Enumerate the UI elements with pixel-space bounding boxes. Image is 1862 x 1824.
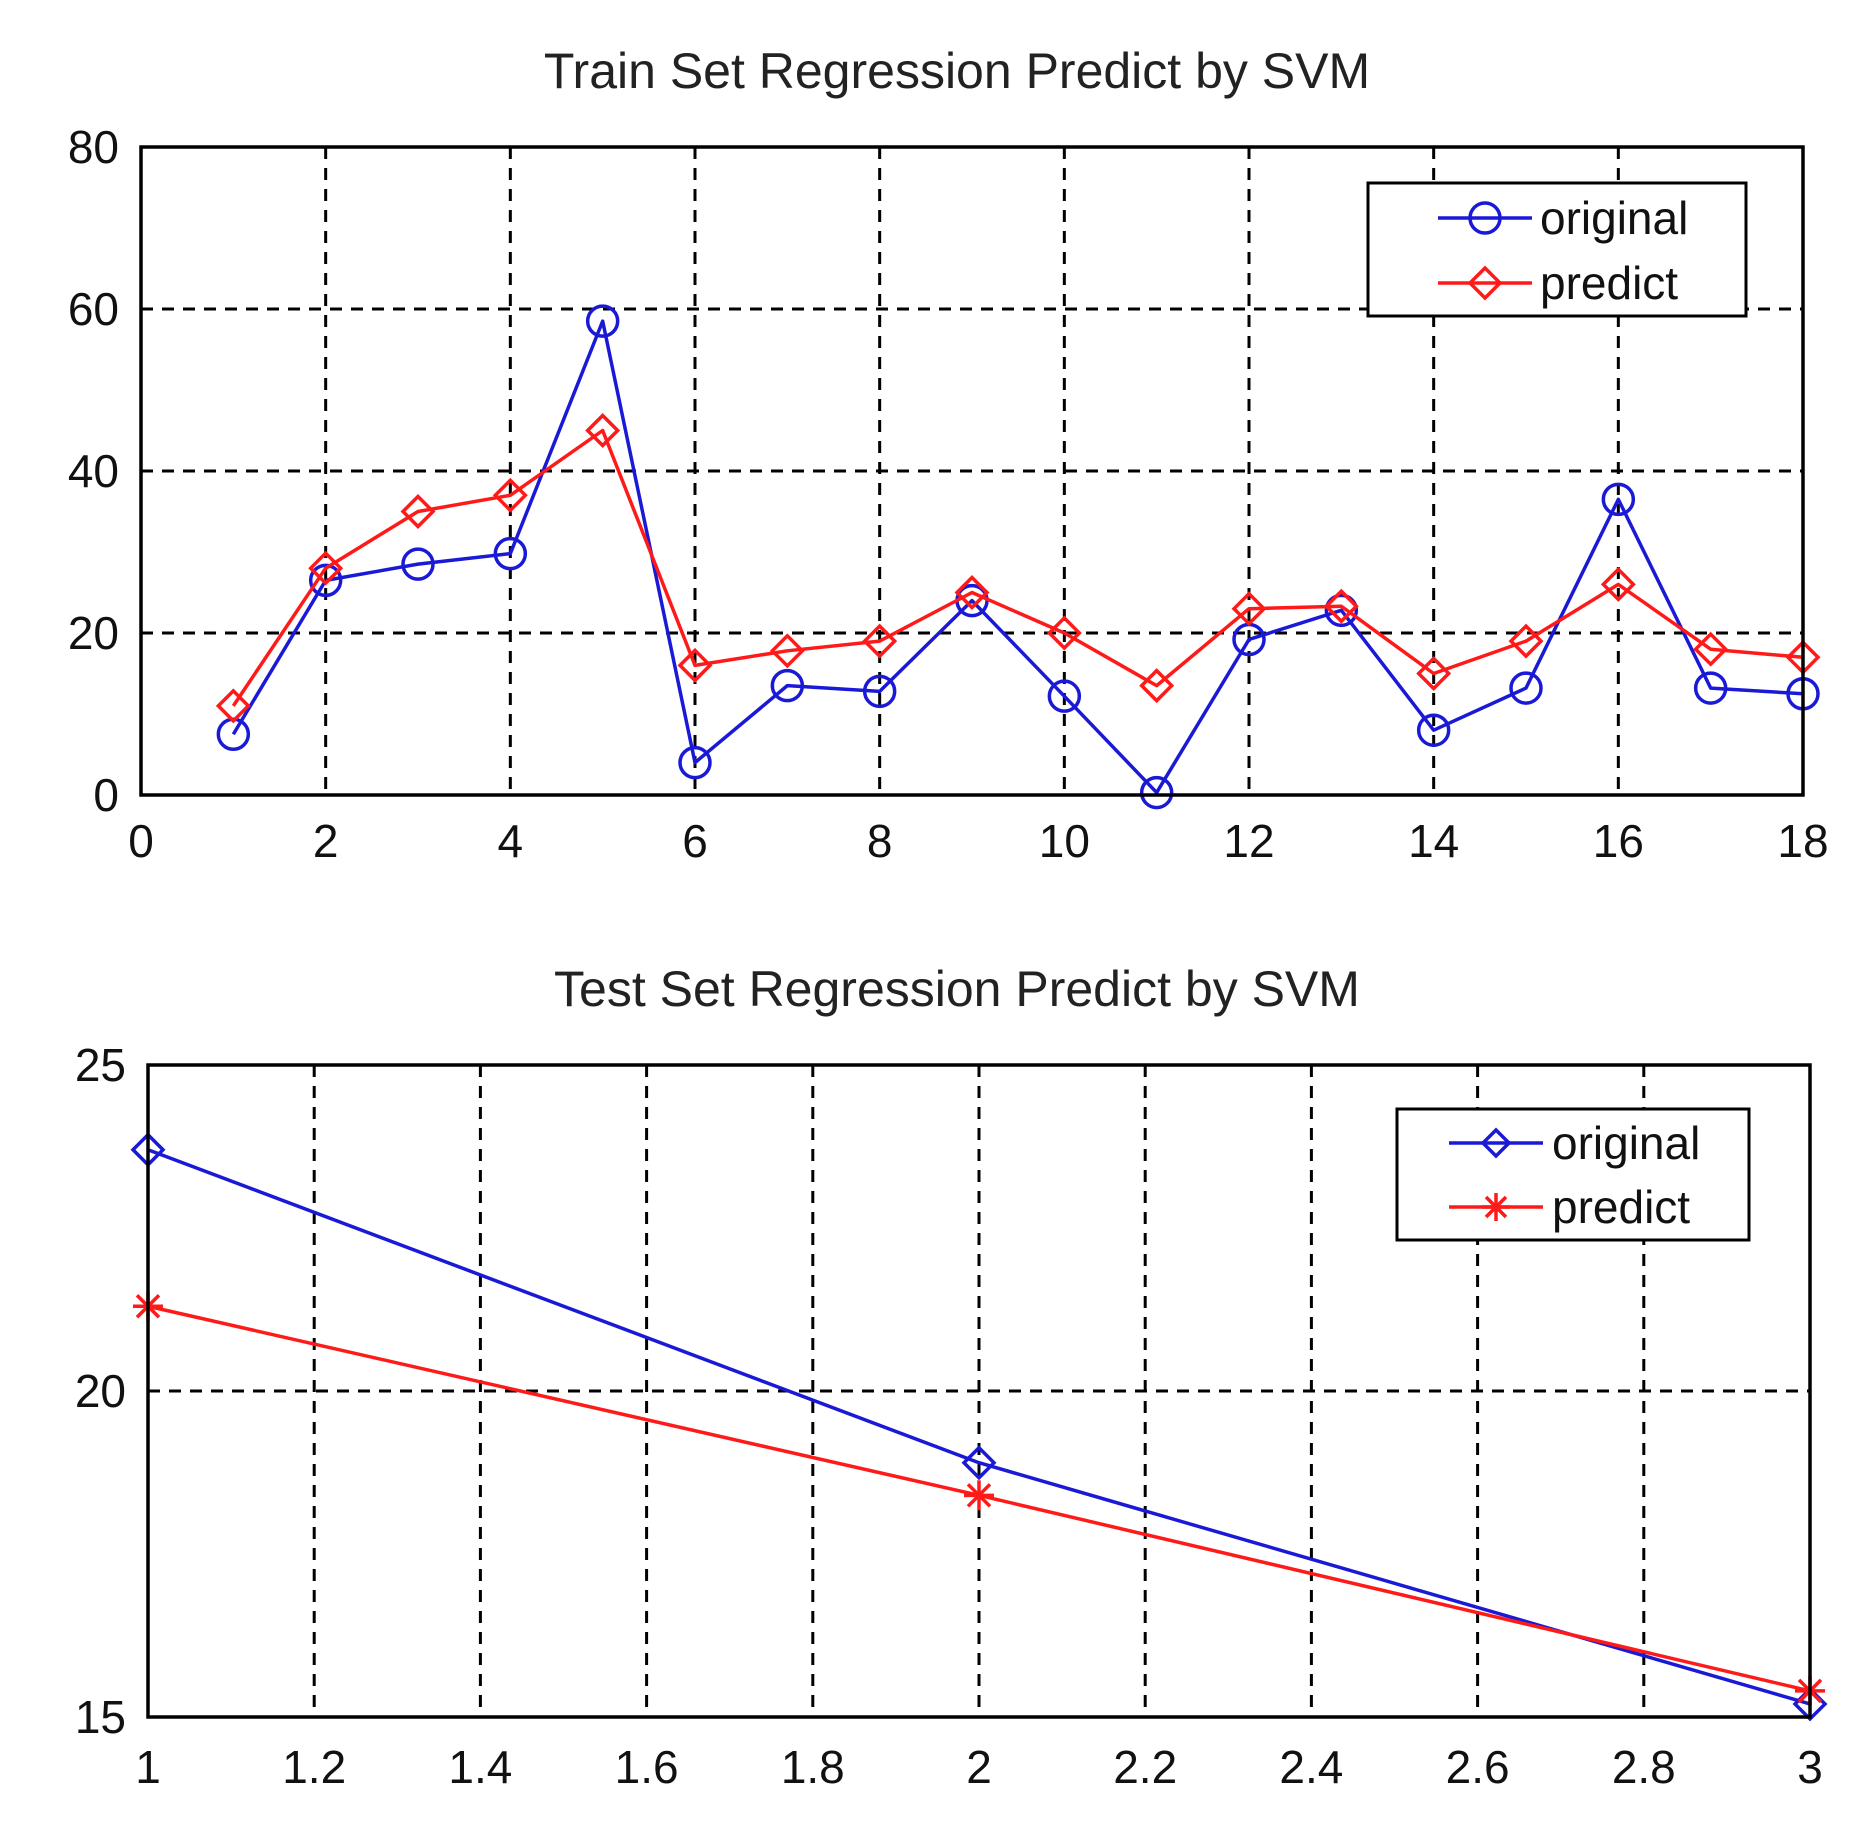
data-point-original — [493, 536, 528, 571]
data-point-predict — [1231, 591, 1267, 627]
legend: original predict — [1395, 1107, 1751, 1242]
data-point-original — [401, 547, 435, 581]
y-tick-label: 20 — [68, 607, 119, 659]
data-point-predict — [964, 1480, 994, 1511]
y-tick-label: 0 — [93, 769, 119, 821]
legend-label-predict: predict — [1552, 1181, 1690, 1233]
x-tick-label: 1.6 — [615, 1741, 679, 1793]
legend-diamond-marker — [1480, 1127, 1512, 1159]
legend-box — [1366, 181, 1748, 318]
data-point-predict — [862, 623, 898, 659]
x-tick-label: 8 — [867, 815, 893, 867]
data-point-predict — [1323, 588, 1359, 624]
data-point-predict — [1139, 668, 1175, 704]
series-line-original — [147, 1148, 1811, 1706]
y-tick-label: 40 — [68, 445, 119, 497]
x-tick-label: 18 — [1777, 815, 1828, 867]
data-point-predict — [215, 688, 251, 724]
data-point-original — [1693, 671, 1728, 705]
x-tick-label: 1.4 — [448, 1741, 512, 1793]
plot-frame — [139, 145, 1805, 797]
data-point-original — [585, 304, 620, 338]
x-tick-label: 2.6 — [1446, 1741, 1510, 1793]
data-point-predict — [1046, 615, 1082, 651]
test-chart: Test Set Regression Predict by SVM 1 1.2 1… — [75, 961, 1828, 1793]
grid-lines — [148, 1065, 1810, 1717]
data-point-original — [678, 745, 712, 780]
x-tick-label: 6 — [682, 815, 708, 867]
tick-labels: 1 1.2 1.4 1.6 1.8 2 2.2 2.4 2.6 2.8 3 15 20 25 — [75, 1039, 1823, 1793]
x-tick-label: 16 — [1593, 815, 1644, 867]
data-point-predict — [1600, 566, 1636, 602]
x-tick-label: 4 — [498, 815, 524, 867]
x-tick-label: 2.4 — [1279, 1741, 1343, 1793]
data-point-original — [308, 563, 343, 598]
data-point-predict — [677, 647, 713, 683]
data-point-original — [1047, 679, 1082, 713]
legend-diamond-marker — [1467, 265, 1503, 301]
data-point-predict — [769, 633, 805, 669]
x-tick-label: 12 — [1223, 815, 1274, 867]
data-point-original — [770, 668, 805, 703]
x-tick-label: 2 — [313, 815, 339, 867]
data-point-original — [1139, 775, 1174, 810]
y-tick-label: 60 — [68, 283, 119, 335]
data-point-predict — [308, 550, 344, 586]
legend-label-predict: predict — [1540, 257, 1678, 309]
series-layer — [215, 304, 1821, 810]
legend-label-original: original — [1540, 192, 1688, 244]
legend-star-marker — [1482, 1193, 1510, 1221]
legend: original predict — [1366, 181, 1748, 318]
x-tick-label: 2.8 — [1612, 1741, 1676, 1793]
data-point-original — [1324, 593, 1359, 628]
x-tick-label: 10 — [1039, 815, 1090, 867]
train-chart: Train Set Regression Predict by SVM 0 2 4 6… — [68, 43, 1829, 867]
data-point-predict — [1508, 623, 1544, 659]
plot-frame — [146, 1063, 1812, 1719]
data-point-predict — [492, 477, 528, 513]
x-tick-label: 1.2 — [282, 1741, 346, 1793]
data-point-original — [1416, 713, 1451, 747]
data-point-original — [1509, 671, 1543, 705]
x-tick-label: 14 — [1408, 815, 1459, 867]
data-point-predict — [1416, 656, 1452, 691]
y-tick-label: 20 — [75, 1365, 126, 1417]
legend-label-original: original — [1552, 1117, 1700, 1169]
series-line-predict — [231, 428, 1804, 707]
x-tick-label: 3 — [1797, 1741, 1823, 1793]
data-point-original — [1601, 482, 1636, 517]
x-tick-label: 2 — [966, 1741, 992, 1793]
grid-lines — [141, 147, 1803, 795]
data-point-original — [961, 1445, 997, 1481]
data-point-predict — [954, 575, 990, 610]
legend-circle-marker — [1468, 201, 1502, 235]
data-point-original — [862, 674, 897, 709]
data-point-predict — [585, 413, 621, 448]
x-tick-label: 2.2 — [1113, 1741, 1177, 1793]
y-tick-label: 80 — [68, 121, 119, 173]
x-tick-label: 1.8 — [781, 1741, 845, 1793]
chart-title: Test Set Regression Predict by SVM — [554, 961, 1360, 1017]
legend-box — [1395, 1107, 1751, 1242]
y-tick-label: 25 — [75, 1039, 126, 1091]
x-tick-label: 0 — [128, 815, 154, 867]
data-point-predict — [400, 494, 436, 529]
series-line-original — [231, 319, 1804, 795]
x-tick-label: 1 — [135, 1741, 161, 1793]
tick-labels: 0 2 4 6 8 10 12 14 16 18 0 20 40 60 80 — [68, 121, 1829, 867]
data-point-predict — [1693, 631, 1729, 667]
chart-title: Train Set Regression Predict by SVM — [544, 43, 1370, 99]
y-tick-label: 15 — [75, 1691, 126, 1743]
